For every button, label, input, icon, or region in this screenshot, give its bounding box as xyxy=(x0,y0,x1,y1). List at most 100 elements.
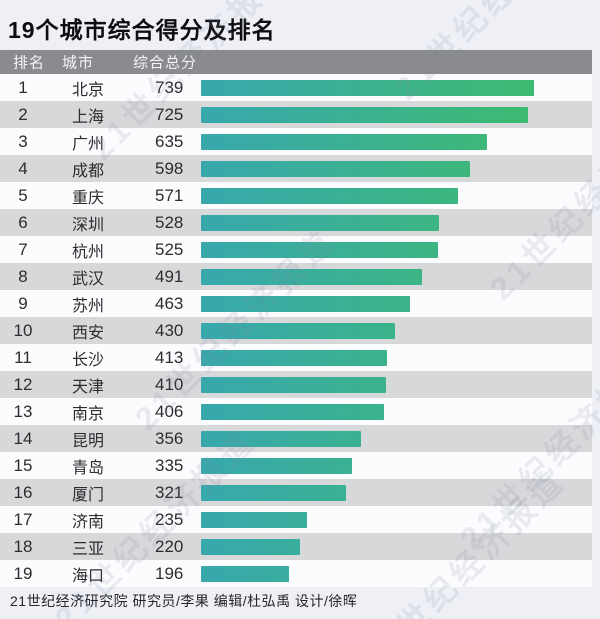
rank-value: 3 xyxy=(18,131,28,151)
score-value: 528 xyxy=(155,212,184,232)
table-row: 5 重庆 571 xyxy=(0,182,592,209)
table-row: 18 三亚 220 xyxy=(0,533,592,560)
score-value: 598 xyxy=(155,158,184,178)
table-row: 15 青岛 335 xyxy=(0,452,592,479)
bar-cell xyxy=(201,430,592,447)
score-value: 463 xyxy=(155,293,184,313)
city-name: 济南 xyxy=(72,513,105,531)
bar-cell xyxy=(201,484,592,501)
column-header-rank: 排名 xyxy=(13,54,46,72)
rank-value: 15 xyxy=(13,455,33,475)
bar-cell xyxy=(201,214,592,231)
score-value: 196 xyxy=(155,563,184,583)
city-name: 苏州 xyxy=(72,297,105,315)
rank-value: 5 xyxy=(18,185,28,205)
bar-cell xyxy=(201,349,592,366)
bar-cell xyxy=(201,376,592,393)
score-value: 491 xyxy=(155,266,184,286)
score-value: 410 xyxy=(155,374,184,394)
score-value: 220 xyxy=(155,536,184,556)
rank-value: 2 xyxy=(18,104,28,124)
bar-cell xyxy=(201,322,592,339)
rank-value: 14 xyxy=(13,428,33,448)
table-row: 13 南京 406 xyxy=(0,398,592,425)
city-name: 南京 xyxy=(72,405,105,423)
bar-cell xyxy=(201,511,592,528)
bar-cell xyxy=(201,79,592,96)
rank-value: 6 xyxy=(18,212,28,232)
rank-value: 19 xyxy=(13,563,33,583)
score-value: 235 xyxy=(155,509,184,529)
rank-value: 16 xyxy=(13,482,33,502)
city-name: 天津 xyxy=(72,378,105,396)
bar-cell xyxy=(201,268,592,285)
rank-value: 7 xyxy=(18,239,28,259)
rank-value: 9 xyxy=(18,293,28,313)
score-bar xyxy=(201,457,352,474)
score-value: 525 xyxy=(155,239,184,259)
bar-cell xyxy=(201,187,592,204)
table-row: 8 武汉 491 xyxy=(0,263,592,290)
table-row: 9 苏州 463 xyxy=(0,290,592,317)
score-bar xyxy=(201,187,458,204)
table-row: 19 海口 196 xyxy=(0,560,592,587)
city-name: 三亚 xyxy=(72,540,105,558)
score-bar xyxy=(201,133,487,150)
table-row: 12 天津 410 xyxy=(0,371,592,398)
score-bar xyxy=(201,376,386,393)
table-row: 10 西安 430 xyxy=(0,317,592,344)
score-value: 335 xyxy=(155,455,184,475)
score-bar xyxy=(201,241,438,258)
rank-value: 1 xyxy=(18,77,28,97)
score-bar xyxy=(201,160,470,177)
city-name: 昆明 xyxy=(72,432,105,450)
bar-cell xyxy=(201,457,592,474)
score-bar xyxy=(201,403,384,420)
score-bar xyxy=(201,268,422,285)
bar-cell xyxy=(201,160,592,177)
ranking-table: 排名 城市 综合总分 1 北京 739 2 上海 725 3 广州 635 4 成都 598 5 重庆 57… xyxy=(0,50,592,587)
score-bar xyxy=(201,538,300,555)
score-bar xyxy=(201,430,361,447)
score-bar xyxy=(201,79,534,96)
bar-cell xyxy=(201,565,592,582)
rank-value: 13 xyxy=(13,401,33,421)
table-row: 1 北京 739 xyxy=(0,74,592,101)
bar-cell xyxy=(201,295,592,312)
score-bar xyxy=(201,511,307,528)
city-name: 海口 xyxy=(72,567,105,585)
rank-value: 17 xyxy=(13,509,33,529)
rank-value: 11 xyxy=(14,347,32,367)
table-header-row: 排名 城市 综合总分 xyxy=(0,50,592,74)
rank-value: 8 xyxy=(18,266,28,286)
rank-value: 10 xyxy=(13,320,33,340)
score-value: 725 xyxy=(155,104,184,124)
table-row: 7 杭州 525 xyxy=(0,236,592,263)
city-name: 成都 xyxy=(72,162,105,180)
city-name: 广州 xyxy=(72,135,105,153)
score-value: 406 xyxy=(155,401,184,421)
table-row: 11 长沙 413 xyxy=(0,344,592,371)
city-name: 上海 xyxy=(72,108,105,126)
bar-cell xyxy=(201,403,592,420)
city-name: 武汉 xyxy=(72,270,105,288)
city-name: 杭州 xyxy=(72,243,105,261)
table-row: 3 广州 635 xyxy=(0,128,592,155)
score-bar xyxy=(201,349,387,366)
rank-value: 12 xyxy=(13,374,33,394)
table-row: 2 上海 725 xyxy=(0,101,592,128)
table-row: 17 济南 235 xyxy=(0,506,592,533)
table-row: 14 昆明 356 xyxy=(0,425,592,452)
bar-cell xyxy=(201,106,592,123)
bar-cell xyxy=(201,538,592,555)
score-value: 356 xyxy=(155,428,184,448)
score-value: 635 xyxy=(155,131,184,151)
table-body: 1 北京 739 2 上海 725 3 广州 635 4 成都 598 5 重庆 571 6 深圳 528 7 杭州 5… xyxy=(0,74,592,587)
rank-value: 18 xyxy=(13,536,33,556)
page-title: 19个城市综合得分及排名 xyxy=(8,17,276,43)
score-value: 321 xyxy=(155,482,184,502)
footer-credits: 21世纪经济研究院 研究员/李果 编辑/杜弘禹 设计/徐晖 xyxy=(10,593,358,609)
score-bar xyxy=(201,214,439,231)
score-value: 739 xyxy=(155,77,184,97)
city-name: 北京 xyxy=(72,81,105,99)
